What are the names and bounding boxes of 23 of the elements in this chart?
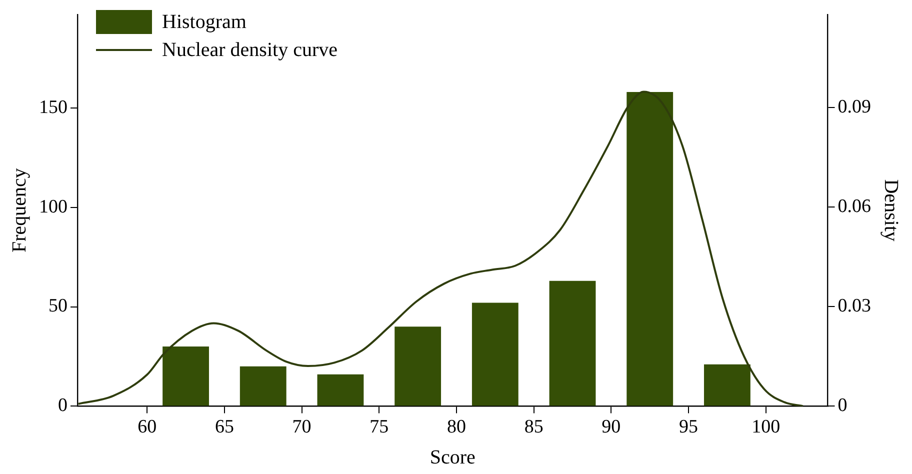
x-tick-label: 70 [292, 416, 312, 438]
y2-axis-title: Density [880, 179, 902, 242]
y-axis-title: Frequency [8, 168, 30, 253]
x-tick-label: 65 [214, 416, 234, 438]
x-tick-label: 80 [446, 416, 466, 438]
y-tick-label: 50 [48, 296, 68, 317]
x-tick-label: 75 [370, 416, 389, 438]
x-tick-label: 95 [679, 416, 698, 438]
x-tick-label: 90 [602, 416, 621, 438]
y2-tick-label: 0.09 [838, 96, 871, 118]
legend-label: Histogram [162, 10, 246, 34]
x-tick-label: 60 [138, 416, 157, 438]
y2-tick-label: 0.06 [838, 196, 871, 217]
y-tick-label: 0 [58, 395, 68, 416]
y-tick-label: 150 [39, 96, 68, 118]
y2-tick-label: 0 [838, 395, 848, 416]
line-series [78, 90, 804, 406]
x-tick-label: 85 [524, 416, 544, 438]
y-tick-label: 100 [39, 196, 68, 218]
y2-tick-label: 0.03 [838, 296, 871, 317]
legend-label: Nuclear density curve [162, 38, 338, 62]
x-axis-title: Score [430, 446, 476, 468]
x-tick-label: 100 [752, 416, 780, 438]
